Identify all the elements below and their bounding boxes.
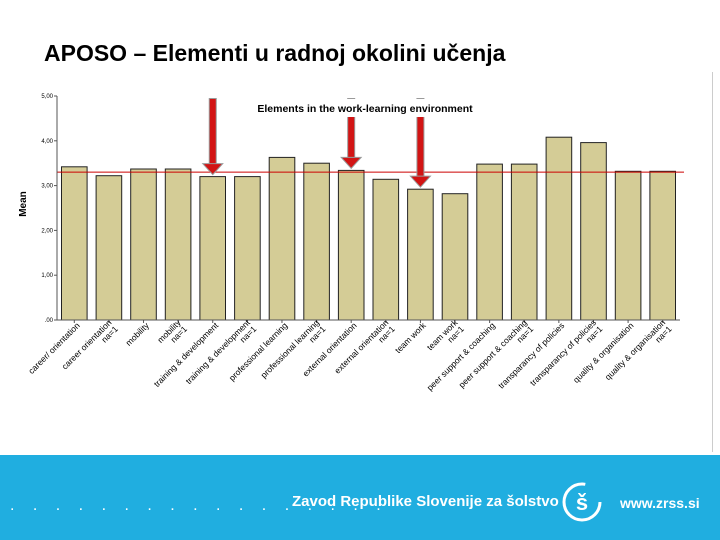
bar <box>164 168 192 321</box>
bar <box>407 188 434 321</box>
y-tick-label: .00 <box>45 318 54 324</box>
chart-title-box <box>240 99 490 117</box>
arrow-shaft <box>209 99 216 165</box>
x-tick-label-line: external orientation <box>332 317 390 375</box>
chart-title: Elements in the work-learning environmen… <box>257 103 473 115</box>
bar-chart: Elements in the work-learning environmen… <box>18 94 684 393</box>
x-tick-label: team work <box>393 320 428 355</box>
x-tick-label: career/ orientation <box>26 320 82 376</box>
bar <box>303 162 330 321</box>
y-tick-label: 4,00 <box>41 139 53 145</box>
bar <box>545 136 573 321</box>
bar <box>95 175 123 321</box>
arrow-shaft <box>417 99 424 178</box>
y-tick-label: 5,00 <box>41 94 53 100</box>
x-tick-label: external orientationna=1 <box>332 317 397 382</box>
arrow-shaft <box>348 99 355 159</box>
bar <box>337 169 365 321</box>
x-tick-label: mobilityna=1 <box>155 317 189 351</box>
bar <box>199 176 226 321</box>
logo-letter: š <box>576 490 588 515</box>
arrow-head <box>340 156 363 170</box>
y-tick-label: 2,00 <box>41 228 53 234</box>
y-tick-label: 3,00 <box>41 184 53 190</box>
bar <box>268 156 296 321</box>
x-tick-label: mobility <box>123 320 151 348</box>
bar <box>580 142 607 321</box>
slide-title: APOSO – Elementi u radnoj okolini učenja <box>44 40 506 66</box>
footer-url[interactable]: www.zrss.si <box>620 495 700 511</box>
bar <box>130 168 157 321</box>
zrss-logo-icon: š <box>562 482 602 522</box>
bar <box>372 178 400 321</box>
footer-bar: . . . . . . . . . . . . . . . . . Zavod … <box>0 455 720 540</box>
bar <box>234 176 261 321</box>
arrow-head <box>201 163 224 176</box>
y-tick-label: 1,00 <box>41 273 53 279</box>
x-tick-label: quality & organisationna=1 <box>603 317 674 388</box>
slide-edge-rule <box>712 72 713 452</box>
footer-dots: . . . . . . . . . . . . . . . . . <box>10 497 388 514</box>
bar <box>441 193 469 321</box>
bar <box>649 170 677 321</box>
y-axis-label: Mean <box>18 191 29 217</box>
bar <box>476 163 503 321</box>
bar <box>614 170 642 321</box>
logo-ring <box>562 482 602 522</box>
bar <box>510 163 538 321</box>
bar <box>61 166 88 321</box>
footer-organization: Zavod Republike Slovenije za šolstvo <box>292 493 559 510</box>
arrow-head <box>409 175 432 188</box>
x-tick-label: professional learningna=1 <box>259 317 328 386</box>
